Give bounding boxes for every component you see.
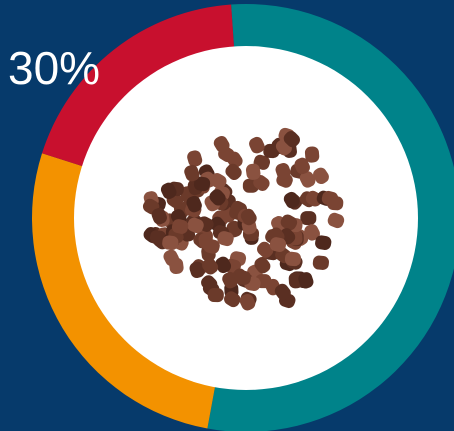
kibble: [187, 150, 203, 167]
kibble: [207, 288, 224, 303]
kibble: [162, 235, 179, 250]
kibble: [186, 195, 202, 213]
kibble: [210, 173, 227, 189]
kibble: [304, 224, 320, 241]
kibble: [149, 230, 167, 245]
kibble: [257, 241, 274, 258]
kibble: [215, 256, 232, 274]
kibble: [160, 182, 177, 200]
kibble: [304, 146, 320, 163]
kibble: [327, 195, 344, 211]
kibble: [283, 191, 300, 209]
kibble: [312, 255, 329, 270]
kibble: [283, 131, 300, 148]
kibble-image: [142, 127, 345, 311]
kibble: [274, 283, 291, 301]
kibble: [275, 162, 291, 180]
kibble: [240, 208, 257, 226]
kibble: [234, 270, 252, 285]
kibble: [184, 164, 200, 182]
kibble: [201, 275, 218, 292]
kibble: [189, 261, 205, 279]
kibble: [298, 272, 314, 289]
kibble: [239, 293, 256, 311]
kibble: [249, 136, 265, 154]
kibble: [315, 235, 332, 251]
kibble: [209, 189, 226, 206]
kibble: [151, 207, 167, 225]
kibble: [280, 214, 298, 231]
kibble: [300, 211, 317, 226]
kibble: [171, 219, 189, 234]
kibble: [217, 231, 234, 247]
donut-segment: [207, 4, 454, 431]
kibble: [245, 163, 261, 180]
kibble: [226, 151, 243, 169]
kibble: [327, 212, 345, 229]
kibble: [313, 167, 329, 185]
percent-label: 30%: [8, 42, 100, 94]
kibble: [187, 217, 204, 234]
kibble: [163, 249, 180, 267]
kibble: [254, 256, 271, 274]
kibble: [299, 171, 316, 188]
kibble: [284, 251, 302, 267]
kibble: [213, 136, 230, 153]
kibble: [193, 176, 211, 192]
kibble: [263, 143, 280, 159]
kibble: [253, 174, 270, 191]
kibble: [202, 258, 219, 275]
kibble: [269, 237, 287, 252]
kibble: [225, 163, 242, 181]
kibble: [203, 238, 220, 254]
kibble: [294, 157, 310, 175]
kibble: [224, 291, 241, 308]
